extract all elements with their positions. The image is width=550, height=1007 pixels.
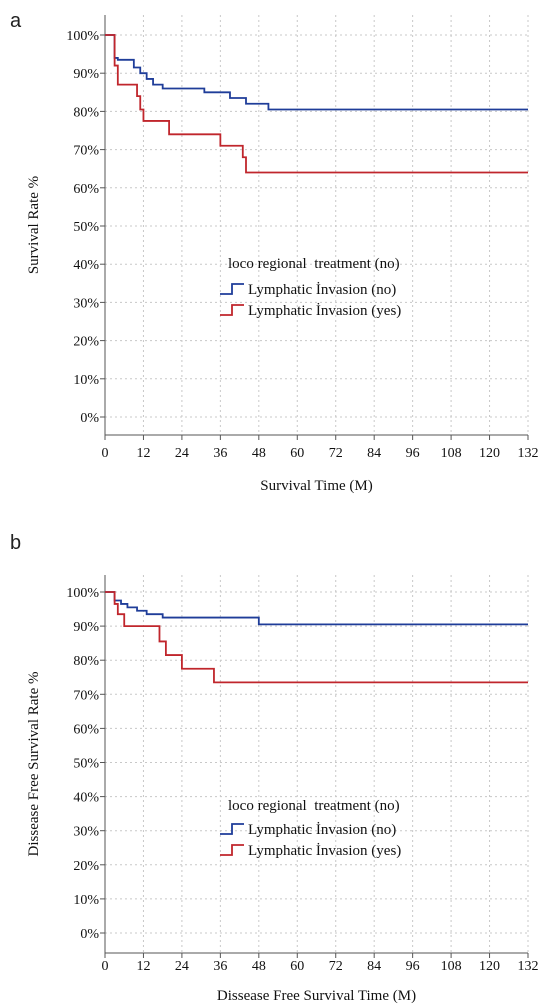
- x-tick-label: 84: [367, 959, 381, 974]
- km-panel-b: b 0 12 24 36 48 60 72 84 96 108 120 132 0% 10% 20% 30% 40…: [10, 532, 539, 1004]
- legend-swatch: [220, 304, 244, 316]
- y-axis-title: Survival Rate %: [26, 176, 42, 274]
- x-tick-label: 60: [290, 959, 304, 974]
- y-tick-label: 20%: [73, 859, 99, 874]
- y-tick-label: 30%: [73, 296, 99, 311]
- x-tick-label: 24: [175, 446, 189, 461]
- x-tick-label: 72: [329, 959, 343, 974]
- x-axis-title: Survival Time (M): [260, 478, 373, 494]
- y-tick-label: 90%: [73, 67, 99, 82]
- y-tick-label: 70%: [73, 144, 99, 159]
- x-tick-label: 96: [406, 959, 420, 974]
- legend-swatch: [220, 283, 244, 295]
- x-tick-label: 12: [136, 446, 150, 461]
- x-tick-label: 0: [102, 446, 109, 461]
- y-tick-label: 10%: [73, 373, 99, 388]
- x-tick-label: 132: [518, 959, 539, 974]
- y-tick-label: 70%: [73, 688, 99, 703]
- panel-letter: b: [10, 532, 21, 554]
- y-tick-label: 50%: [73, 220, 99, 235]
- y-tick-label: 0%: [80, 411, 99, 426]
- y-tick-label: 80%: [73, 105, 99, 120]
- legend: loco regional treatment (no) Lymphatic İn…: [220, 256, 401, 319]
- legend-swatch: [220, 844, 244, 856]
- x-tick-label: 48: [252, 446, 266, 461]
- x-axis-title: Dissease Free Survival Time (M): [217, 988, 416, 1004]
- y-tick-label: 30%: [73, 825, 99, 840]
- y-tick-label: 100%: [66, 586, 99, 601]
- y-tick-label: 80%: [73, 654, 99, 669]
- legend-title: loco regional treatment (no): [228, 256, 400, 272]
- x-tick-label: 120: [479, 446, 500, 461]
- x-tick-label: 132: [518, 446, 539, 461]
- y-tick-label: 50%: [73, 757, 99, 772]
- legend-label: Lymphatic İnvasion (no): [248, 282, 396, 298]
- legend-swatch: [220, 823, 244, 835]
- survival-curve-invasion-yes: [105, 591, 528, 684]
- legend-title: loco regional treatment (no): [228, 798, 400, 814]
- survival-curve-invasion-no: [105, 591, 528, 626]
- x-tick-label: 96: [406, 446, 420, 461]
- x-tick-label: 120: [479, 959, 500, 974]
- survival-curve-invasion-no: [105, 34, 528, 111]
- survival-curve-invasion-yes: [105, 34, 528, 174]
- y-tick-label: 20%: [73, 335, 99, 350]
- x-tick-label: 24: [175, 959, 189, 974]
- x-tick-label: 48: [252, 959, 266, 974]
- x-tick-label: 36: [213, 959, 227, 974]
- legend-label: Lymphatic İnvasion (no): [248, 822, 396, 838]
- x-tick-label: 72: [329, 446, 343, 461]
- legend-label: Lymphatic İnvasion (yes): [248, 303, 401, 319]
- y-tick-label: 90%: [73, 620, 99, 635]
- y-tick-label: 60%: [73, 182, 99, 197]
- x-tick-label: 0: [102, 959, 109, 974]
- y-axis-title: Dissease Free Survival Rate %: [26, 672, 42, 857]
- y-tick-label: 100%: [66, 29, 99, 44]
- panel-letter: a: [10, 10, 22, 32]
- x-tick-label: 36: [213, 446, 227, 461]
- km-panel-a: a 0 12 24 36 48 60 72 84 96 108 120 132 0% 10% 20% 30% 40…: [10, 10, 539, 494]
- y-tick-label: 0%: [80, 927, 99, 942]
- legend-label: Lymphatic İnvasion (yes): [248, 843, 401, 859]
- x-tick-label: 108: [441, 446, 462, 461]
- legend: loco regional treatment (no) Lymphatic İn…: [220, 798, 401, 859]
- x-tick-label: 12: [136, 959, 150, 974]
- y-tick-label: 40%: [73, 258, 99, 273]
- x-tick-label: 60: [290, 446, 304, 461]
- x-tick-label: 108: [441, 959, 462, 974]
- x-tick-label: 84: [367, 446, 381, 461]
- y-tick-label: 40%: [73, 791, 99, 806]
- y-tick-label: 60%: [73, 722, 99, 737]
- y-tick-label: 10%: [73, 893, 99, 908]
